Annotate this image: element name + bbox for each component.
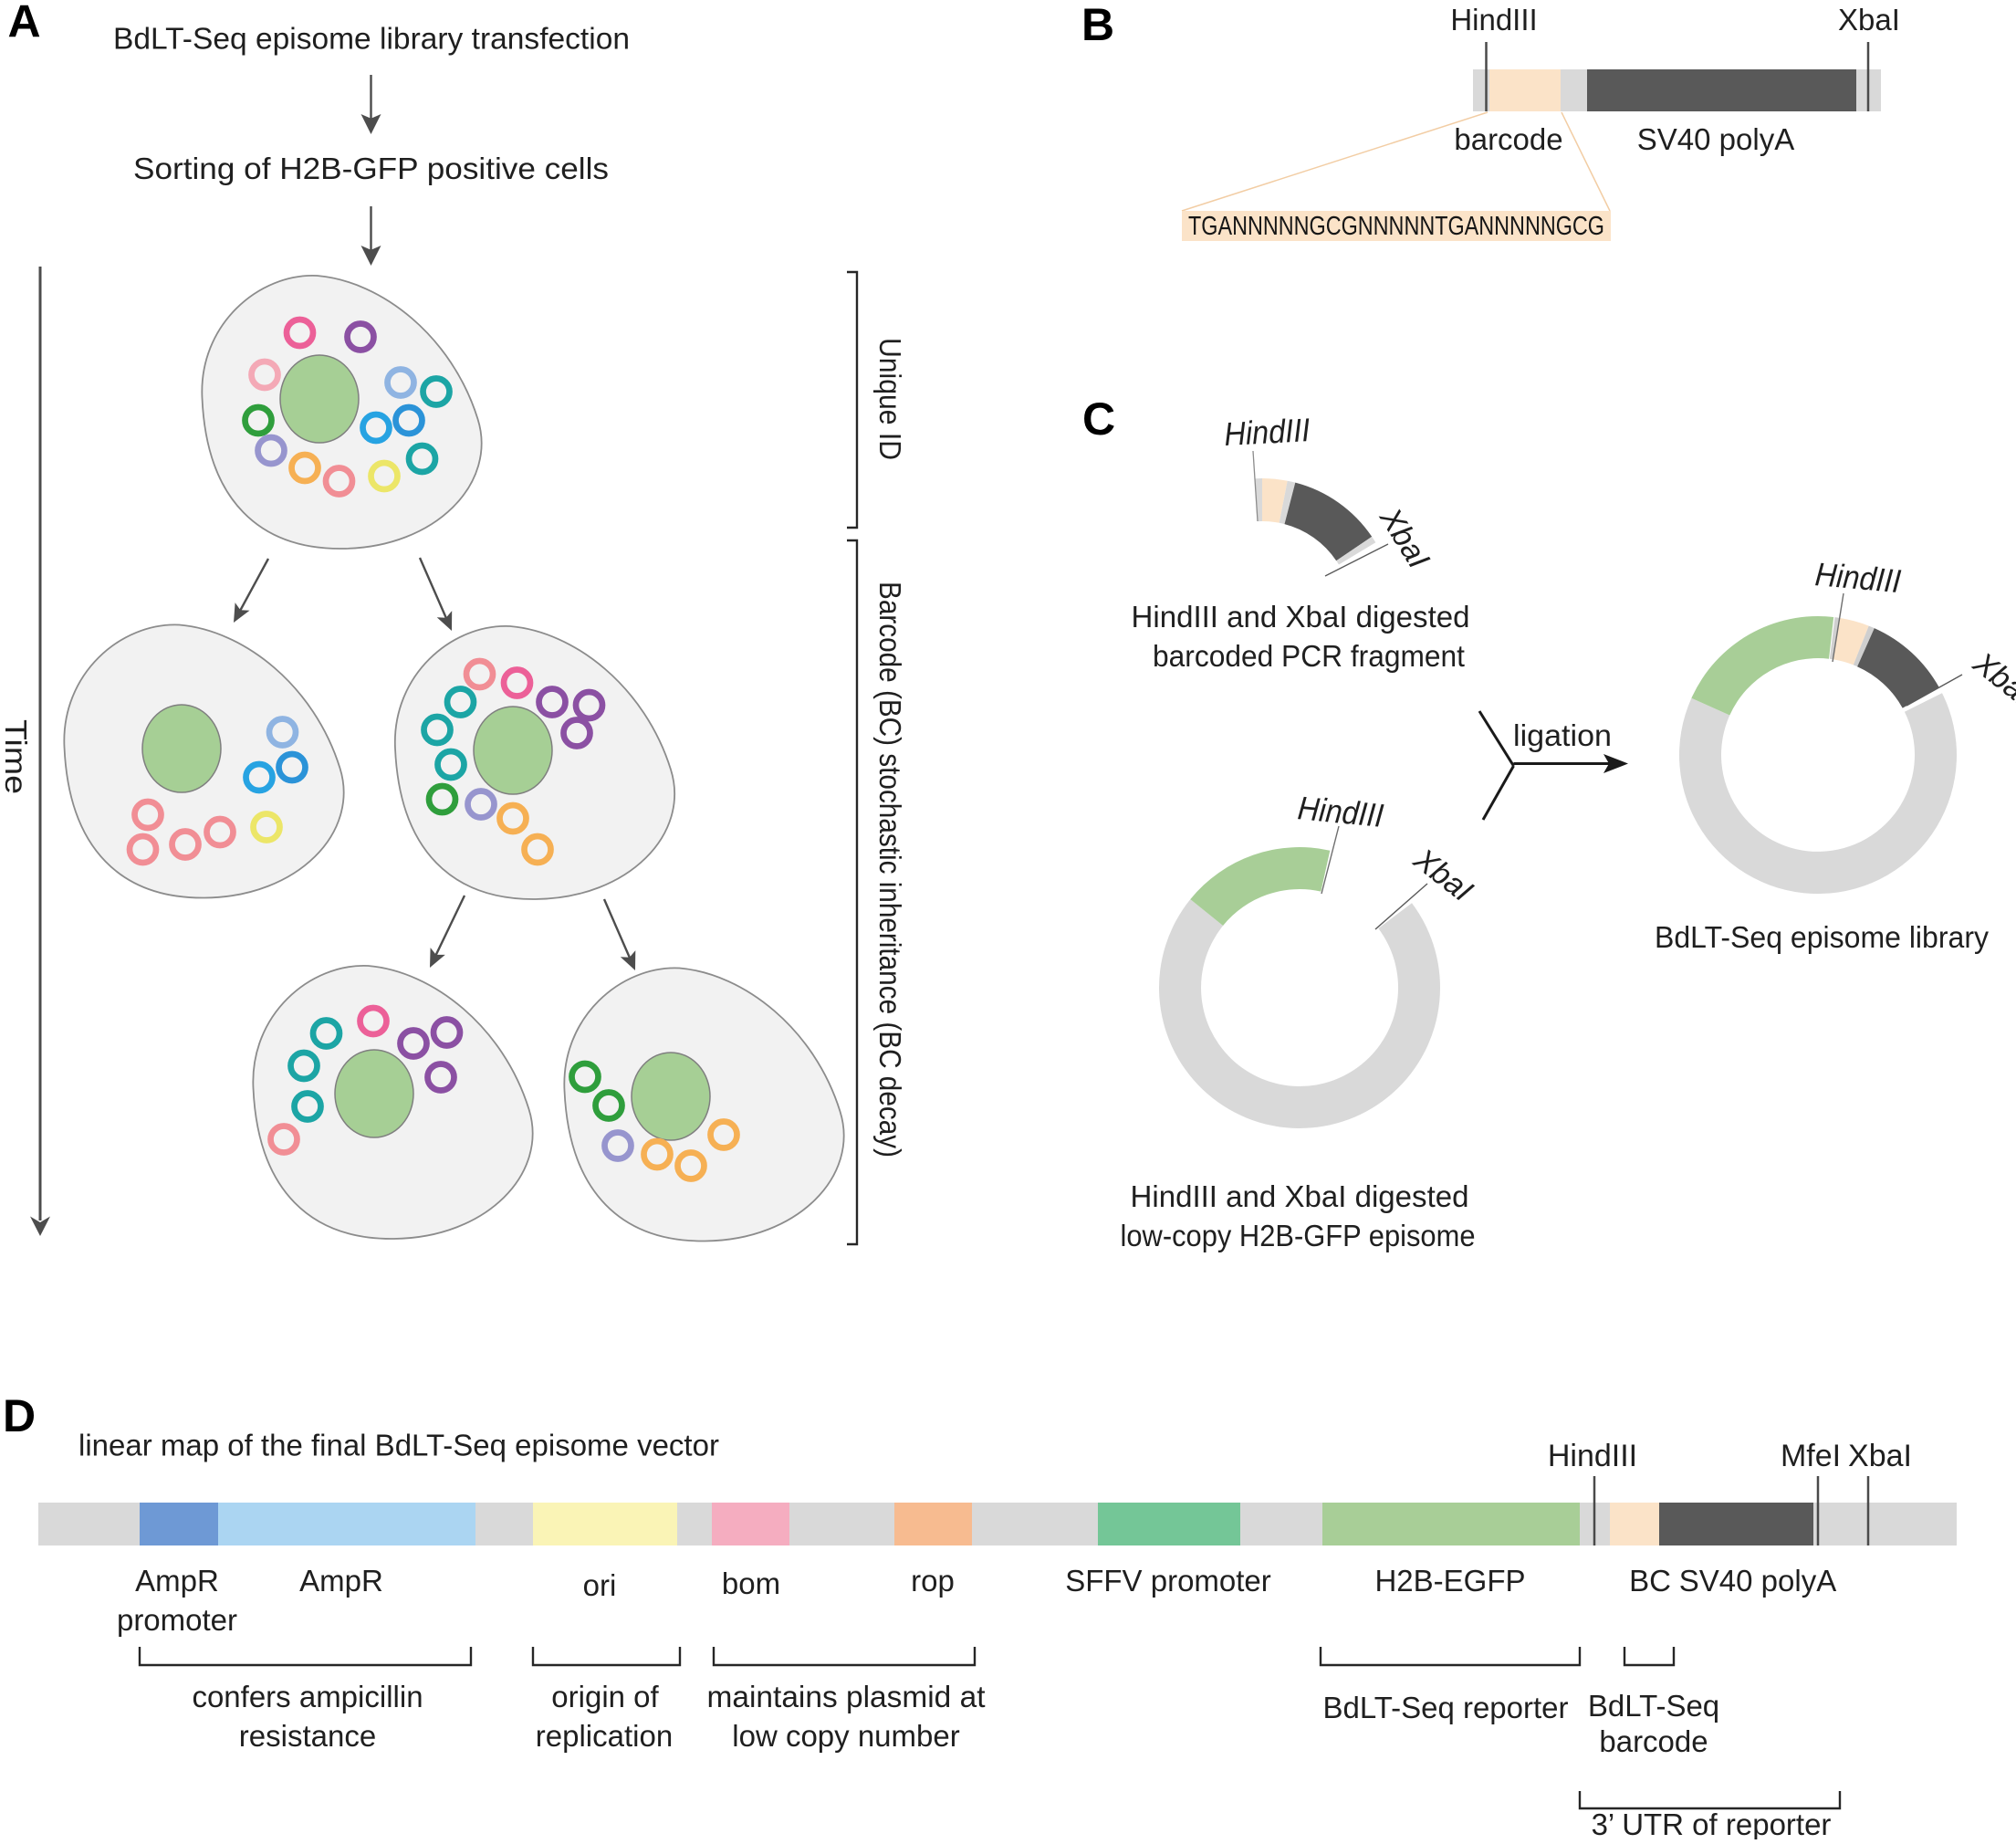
svg-text:Barcode (BC) stochastic inheri: Barcode (BC) stochastic inheritance (BC … (873, 581, 907, 1158)
svg-text:replication: replication (536, 1719, 673, 1753)
svg-text:TGANNNNNGCGNNNNNTGANNNNNGCG: TGANNNNNGCGNNNNNTGANNNNNGCG (1188, 212, 1604, 241)
svg-text:SV40 polyA: SV40 polyA (1637, 122, 1794, 156)
svg-text:A: A (8, 0, 41, 47)
svg-text:XbaI: XbaI (1838, 3, 1900, 37)
svg-text:SV40 polyA: SV40 polyA (1679, 1564, 1836, 1598)
svg-text:D: D (3, 1390, 36, 1441)
svg-text:AmpR: AmpR (299, 1564, 383, 1598)
svg-text:C: C (1082, 393, 1115, 445)
svg-text:linear map of the final BdLT-S: linear map of the final BdLT-Seq episome… (78, 1429, 719, 1462)
svg-text:confers ampicillin: confers ampicillin (192, 1680, 423, 1713)
svg-text:ligation: ligation (1513, 718, 1612, 752)
svg-text:Time: Time (0, 719, 33, 794)
svg-text:BdLT-Seq: BdLT-Seq (1588, 1689, 1719, 1723)
svg-text:Unique ID: Unique ID (873, 338, 907, 460)
svg-text:BdLT-Seq reporter: BdLT-Seq reporter (1322, 1691, 1568, 1724)
svg-text:rop: rop (911, 1564, 955, 1598)
svg-text:BdLT-Seq episome library trans: BdLT-Seq episome library transfection (113, 22, 630, 56)
svg-text:resistance: resistance (239, 1719, 376, 1753)
svg-text:AmpR: AmpR (135, 1564, 219, 1598)
svg-text:promoter: promoter (117, 1603, 237, 1637)
svg-text:BdLT-Seq episome library: BdLT-Seq episome library (1655, 920, 1989, 954)
svg-text:Sorting of H2B-GFP positive ce: Sorting of H2B-GFP positive cells (133, 152, 609, 185)
svg-text:low-copy H2B-GFP episome: low-copy H2B-GFP episome (1121, 1219, 1476, 1252)
svg-text:bom: bom (722, 1566, 780, 1600)
svg-text:H2B-EGFP: H2B-EGFP (1374, 1564, 1525, 1598)
svg-text:HindIII and XbaI digested: HindIII and XbaI digested (1131, 1179, 1469, 1213)
svg-text:B: B (1081, 0, 1114, 50)
svg-text:BC: BC (1629, 1564, 1671, 1598)
svg-text:MfeI: MfeI (1781, 1439, 1841, 1473)
svg-text:maintains plasmid at: maintains plasmid at (707, 1680, 986, 1713)
svg-text:origin of: origin of (551, 1680, 659, 1713)
svg-text:ori: ori (583, 1568, 617, 1602)
svg-text:HindIII: HindIII (1450, 3, 1537, 37)
svg-text:HindIII: HindIII (1548, 1439, 1637, 1473)
svg-text:3’ UTR of reporter: 3’ UTR of reporter (1592, 1807, 1832, 1839)
svg-text:XbaI: XbaI (1848, 1439, 1912, 1473)
svg-text:HindIII: HindIII (1296, 789, 1384, 834)
svg-text:barcoded PCR fragment: barcoded PCR fragment (1153, 639, 1465, 673)
svg-text:barcode: barcode (1454, 122, 1562, 156)
svg-text:SFFV promoter: SFFV promoter (1065, 1564, 1271, 1598)
svg-text:HindIII and XbaI digested: HindIII and XbaI digested (1132, 600, 1470, 634)
svg-text:low copy number: low copy number (732, 1719, 959, 1753)
svg-text:HindIII: HindIII (1223, 411, 1311, 453)
svg-text:barcode: barcode (1599, 1724, 1708, 1758)
svg-text:HindIII: HindIII (1813, 555, 1902, 600)
